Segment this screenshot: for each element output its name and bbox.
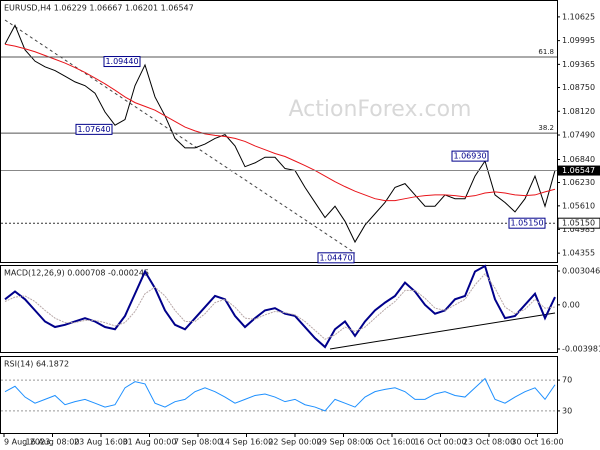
price-annotation: 1.09440 <box>105 57 138 66</box>
price-annotation: 1.06930 <box>453 152 486 161</box>
price-annotation-box <box>451 150 489 162</box>
series-line <box>4 377 556 412</box>
series-line <box>4 264 556 349</box>
y-tick-label: 1.06230 <box>562 178 595 187</box>
x-tick-label: 9 Aug 2023 <box>4 438 50 447</box>
fib-label: 61.8 <box>538 48 554 56</box>
chart-title: EURUSD,H4 1.06229 1.06667 1.06201 1.0654… <box>4 4 194 13</box>
y-tick-label: 30 <box>562 406 572 415</box>
price-annotation: 1.05150 <box>510 219 543 228</box>
support-label: 1.05150 <box>562 219 595 228</box>
price-annotation-box <box>317 252 355 264</box>
series-line <box>4 24 556 244</box>
series-line <box>4 272 556 340</box>
macd-title: MACD(12,26,9) 0.000708 -0.000245 <box>4 269 149 278</box>
main-panel <box>0 0 558 263</box>
y-tick-label: 1.09365 <box>562 60 595 69</box>
x-tick-label: 6 Oct 16:00 <box>368 438 415 447</box>
x-tick-label: 14 Sep 16:00 <box>220 438 273 447</box>
series-line <box>4 43 556 202</box>
y-tick-label: -0.003981 <box>562 345 600 354</box>
y-tick-label: 1.10625 <box>562 12 595 21</box>
macd-panel <box>0 265 558 353</box>
watermark: ActionForex.com <box>289 97 472 122</box>
rsi-title: RSI(14) 64.1872 <box>4 360 69 369</box>
rsi-panel <box>0 356 558 434</box>
y-tick-label: 1.08120 <box>562 107 595 116</box>
macd-trend-line <box>329 312 556 350</box>
price-annotation-box <box>103 56 141 68</box>
x-tick-label: 31 Aug 00:00 <box>123 438 177 447</box>
x-tick-label: 22 Sep 00:00 <box>268 438 321 447</box>
y-tick-label: 1.09995 <box>562 36 595 45</box>
y-tick-label: 1.07490 <box>562 131 595 140</box>
x-tick-label: 29 Sep 08:00 <box>317 438 370 447</box>
price-annotation: 1.07640 <box>77 125 110 134</box>
x-tick-label: 23 Oct 08:00 <box>463 438 515 447</box>
y-tick-label: 70 <box>562 376 572 385</box>
y-tick-label: 1.04355 <box>562 249 595 258</box>
y-tick-label: 1.06840 <box>562 155 595 164</box>
y-tick-label: 0.00 <box>562 300 580 309</box>
x-tick-label: 23 Aug 16:00 <box>74 438 128 447</box>
last-price-box <box>558 165 600 176</box>
x-tick-label: 30 Oct 16:00 <box>511 438 563 447</box>
y-tick-label: 0.003046 <box>562 267 600 276</box>
x-tick-label: 16 Aug 08:00 <box>26 438 80 447</box>
x-tick-label: 16 Oct 00:00 <box>414 438 466 447</box>
price-annotation: 1.04470 <box>319 253 352 262</box>
support-box <box>557 217 600 229</box>
last-price-label: 1.06547 <box>562 166 595 175</box>
y-tick-label: 1.08750 <box>562 83 595 92</box>
price-annotation-box <box>75 123 113 135</box>
x-tick-label: 7 Sep 08:00 <box>174 438 222 447</box>
trend-line <box>4 19 356 254</box>
fib-label: 38.2 <box>538 124 554 132</box>
y-tick-label: 1.04985 <box>562 225 595 234</box>
y-tick-label: 1.05610 <box>562 201 595 210</box>
price-annotation-box <box>508 217 546 229</box>
